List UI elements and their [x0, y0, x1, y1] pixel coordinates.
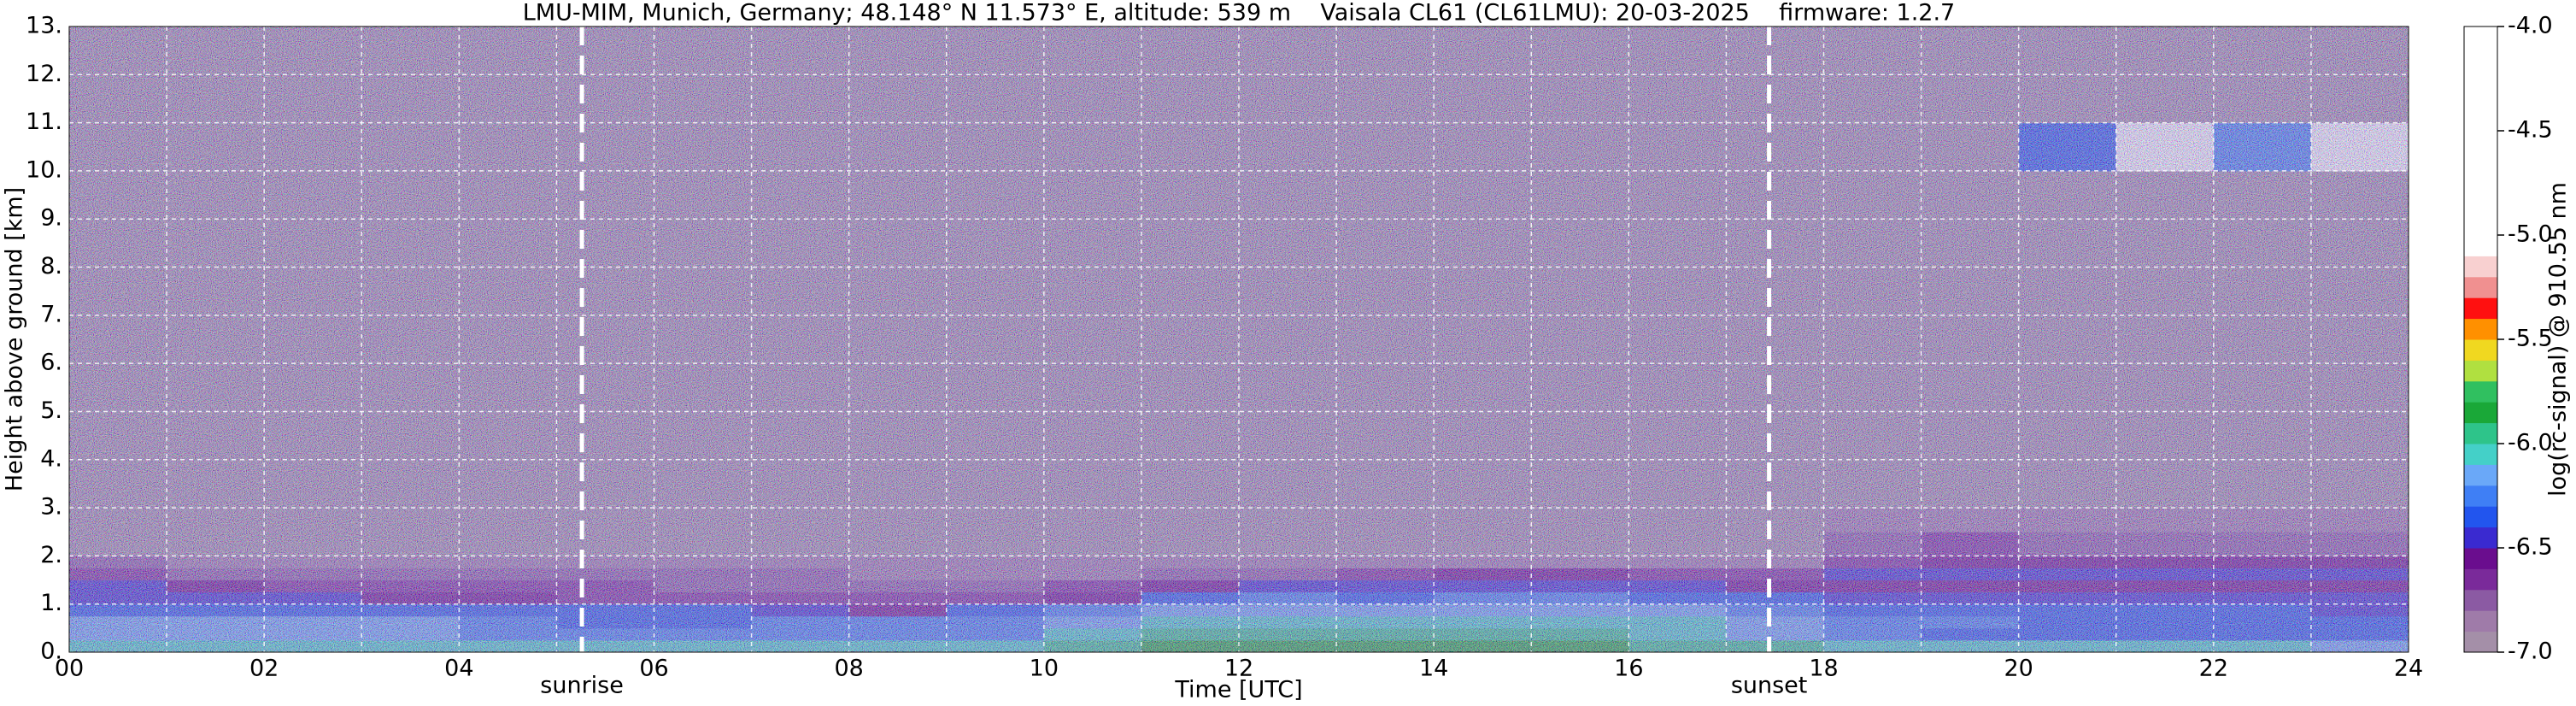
- x-axis-label: Time [UTC]: [1174, 677, 1302, 703]
- colorbar-segment: [2464, 610, 2497, 632]
- colorbar-segment: [2464, 380, 2497, 403]
- colorbar-segment: [2464, 444, 2497, 465]
- y-tick-label: 7.: [40, 301, 62, 327]
- colorbar-tick-label: -4.5: [2508, 117, 2553, 144]
- annotation-label: sunrise: [540, 673, 624, 699]
- colorbar-segment: [2464, 318, 2497, 340]
- y-axis-label: Height above ground [km]: [2, 187, 28, 491]
- x-tick-label: 06: [639, 656, 668, 682]
- colorbar-tick-label: -5.5: [2508, 326, 2553, 352]
- y-tick-label: 6.: [40, 350, 62, 376]
- y-tick-label: 2.: [40, 542, 62, 568]
- x-tick-label: 12: [1224, 656, 1253, 682]
- colorbar-segment: [2464, 548, 2497, 569]
- x-tick-label: 24: [2394, 656, 2423, 682]
- colorbar-segment: [2464, 360, 2497, 382]
- colorbar-segment: [2464, 589, 2497, 611]
- colorbar-tick-label: -5.0: [2508, 221, 2553, 248]
- x-tick-label: 08: [834, 656, 863, 682]
- colorbar-tick-label: -4.0: [2508, 13, 2553, 39]
- annotation-label: sunset: [1731, 673, 1808, 699]
- colorbar-segment: [2464, 276, 2497, 298]
- x-tick-label: 22: [2199, 656, 2228, 682]
- x-tick-label: 20: [2004, 656, 2033, 682]
- y-tick-label: 5.: [40, 397, 62, 424]
- y-tick-label: 3.: [40, 494, 62, 521]
- overlay: [68, 26, 2409, 653]
- colorbar-segment: [2464, 631, 2497, 653]
- x-tick-label: 04: [444, 656, 473, 682]
- chart-title: LMU-MIM, Munich, Germany; 48.148° N 11.5…: [523, 0, 1956, 26]
- plot-frame: [68, 26, 2409, 653]
- y-tick-label: 9.: [40, 205, 62, 232]
- colorbar-segment: [2464, 485, 2497, 507]
- colorbar-segment: [2464, 26, 2497, 256]
- y-tick-label: 12.: [26, 61, 62, 87]
- colorbar-segment: [2464, 464, 2497, 486]
- y-tick-label: 1.: [40, 590, 62, 616]
- x-tick-label: 16: [1614, 656, 1643, 682]
- colorbar-tick-label: -6.0: [2508, 430, 2553, 456]
- colorbar-segment: [2464, 422, 2497, 444]
- y-tick-label: 4.: [40, 445, 62, 472]
- colorbar-segment: [2464, 568, 2497, 591]
- y-tick-label: 11.: [26, 109, 62, 135]
- y-tick-label: 0.: [40, 638, 62, 665]
- colorbar-segment: [2464, 527, 2497, 549]
- colorbar-label: log(rc-signal) @ 910.55 nm: [2545, 182, 2572, 497]
- colorbar-segment: [2464, 256, 2497, 278]
- x-tick-label: 10: [1030, 656, 1059, 682]
- x-tick-label: 02: [249, 656, 279, 682]
- colorbar-segment: [2464, 402, 2497, 424]
- colorbar-segment: [2464, 339, 2497, 361]
- y-tick-label: 10.: [26, 156, 62, 183]
- x-tick-label: 14: [1419, 656, 1448, 682]
- colorbar-tick-label: -6.5: [2508, 534, 2553, 561]
- y-tick-label: 8.: [40, 253, 62, 279]
- colorbar-tick-label: -7.0: [2508, 638, 2553, 665]
- x-tick-label: 00: [55, 656, 84, 682]
- colorbar-segment: [2464, 297, 2497, 320]
- x-tick-label: 18: [1809, 656, 1838, 682]
- y-tick-label: 13.: [26, 13, 62, 39]
- colorbar-segment: [2464, 506, 2497, 528]
